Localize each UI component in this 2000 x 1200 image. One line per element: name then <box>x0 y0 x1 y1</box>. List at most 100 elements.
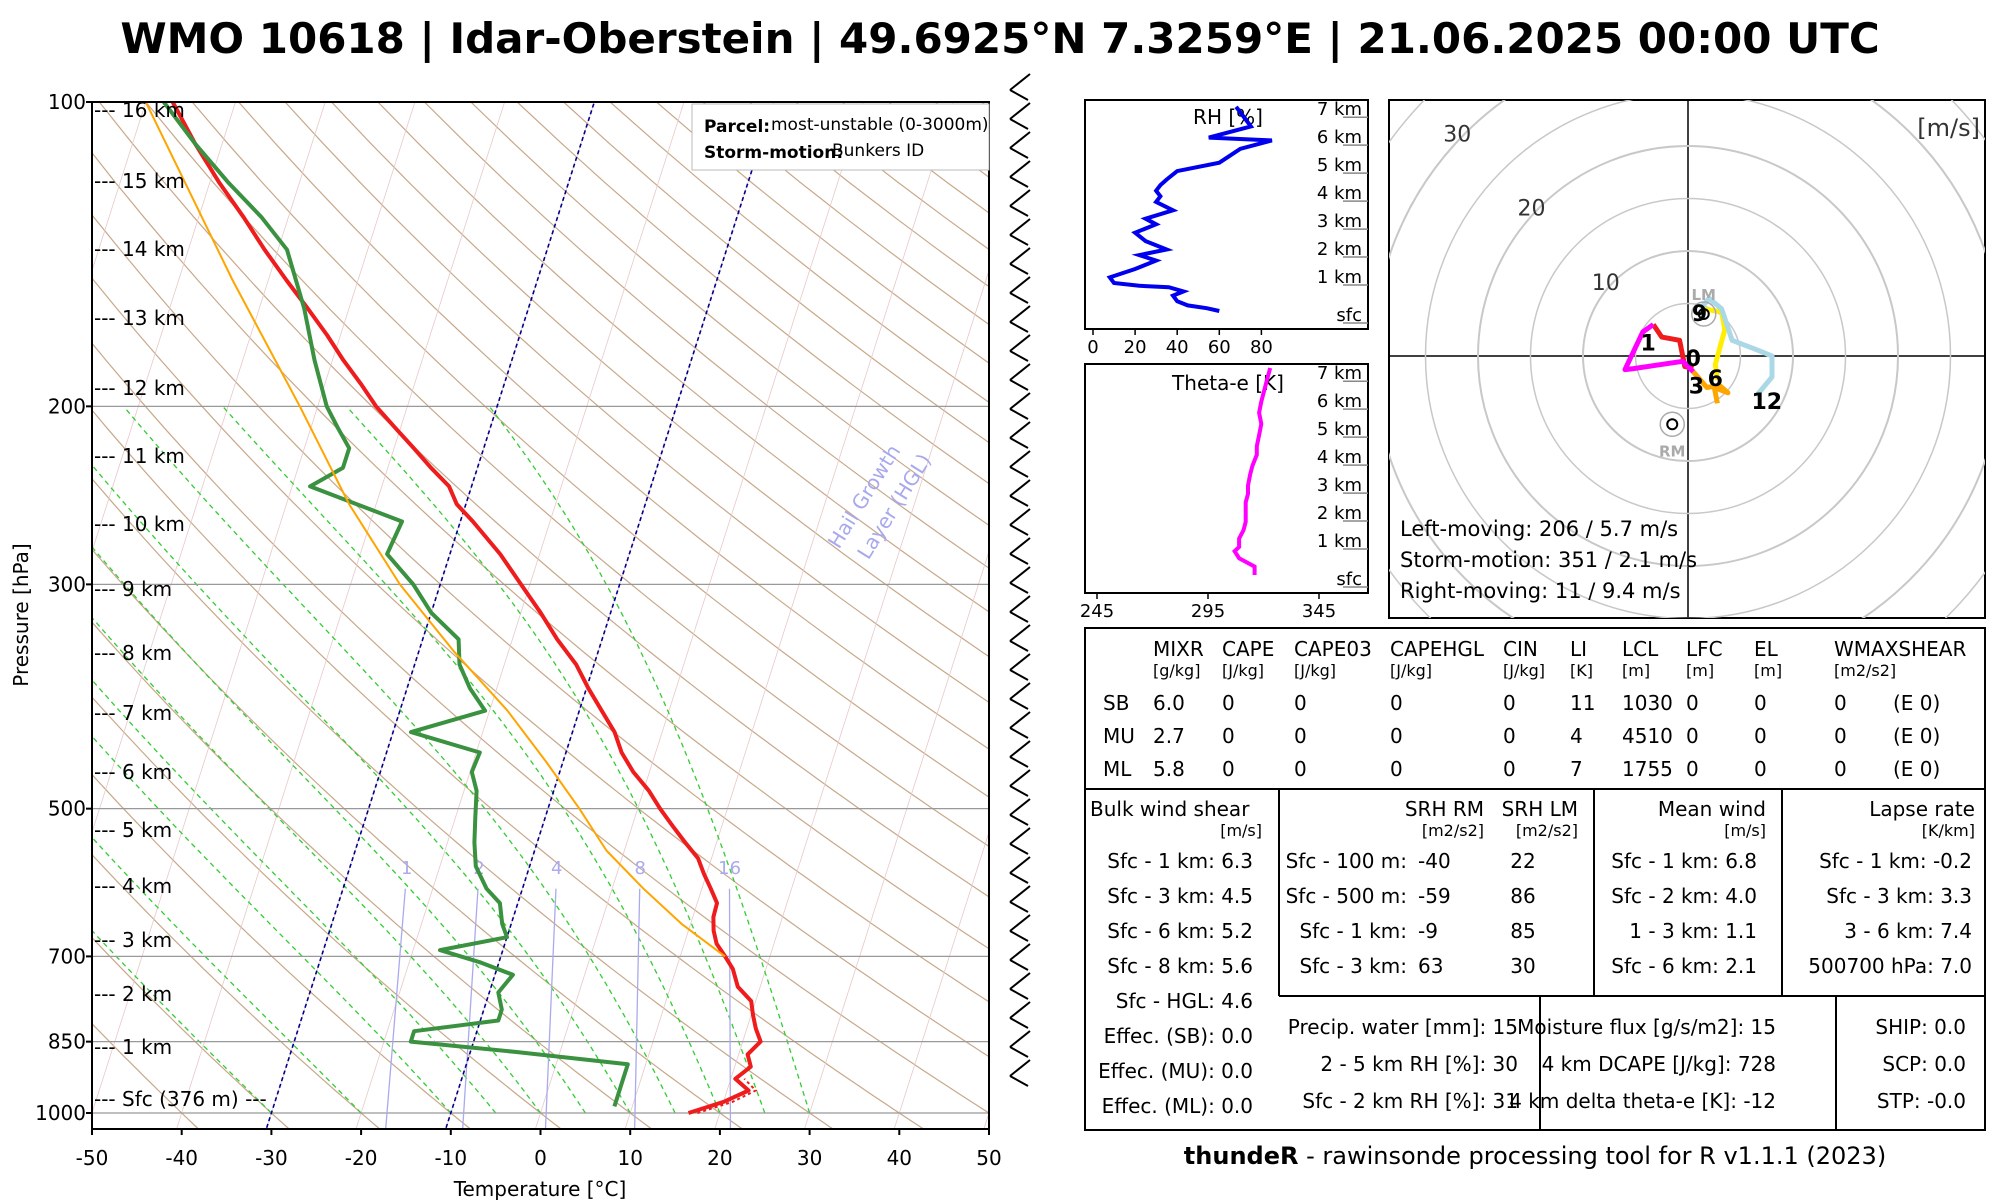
wind-barb-flag <box>1009 1017 1029 1029</box>
temp-tick-label: 0 <box>534 1146 547 1170</box>
temp-tick-label: 20 <box>707 1146 732 1170</box>
footer-brand: thundeR <box>1183 1142 1299 1170</box>
wind-barb-flag <box>1009 321 1029 333</box>
wind-barb <box>1009 856 1031 874</box>
temp-tick-label: -40 <box>165 1146 198 1170</box>
wind-barb-flag <box>1009 524 1029 536</box>
height-label: --- Sfc (376 m) --- <box>94 1087 267 1111</box>
wind-barb <box>1009 972 1031 990</box>
dry-adiabat <box>191 102 989 798</box>
temp-tick-label: -10 <box>434 1146 467 1170</box>
wind-barb-flag <box>1009 205 1029 217</box>
wind-barb <box>1009 363 1031 381</box>
wind-barb <box>1009 392 1031 410</box>
height-label: --- 15 km <box>94 169 185 193</box>
mixing-ratio-line <box>385 888 406 1129</box>
wind-barb-flag <box>1009 234 1029 246</box>
height-label: --- 16 km <box>94 98 185 122</box>
dry-adiabat <box>92 151 989 950</box>
dry-adiabat <box>92 342 989 1114</box>
wind-barb <box>1009 769 1031 787</box>
isotherm <box>92 102 236 553</box>
mixing-ratio-line <box>462 888 479 1129</box>
temp-tick-label: 10 <box>617 1146 642 1170</box>
dry-adiabat <box>92 409 925 1129</box>
wind-barb-flag <box>1009 582 1029 594</box>
dry-adiabat <box>145 102 989 848</box>
height-label: --- 12 km <box>94 376 185 400</box>
legend-storm-key: Storm-motion: <box>704 143 843 163</box>
dry-adiabat <box>92 936 291 1129</box>
wind-barb <box>1009 189 1031 207</box>
pressure-tick-label: 100 <box>48 90 86 114</box>
wind-barb-flag <box>1009 988 1029 1000</box>
dry-adiabat <box>92 548 744 1129</box>
dry-adiabat <box>981 102 989 109</box>
dry-adiabat <box>92 477 835 1129</box>
wind-barb <box>1009 566 1031 584</box>
isotherm <box>624 102 954 1129</box>
dry-adiabat <box>98 102 989 898</box>
wind-barb-flag <box>1009 698 1029 710</box>
moist-adiabat <box>345 405 766 1114</box>
dry-adiabat <box>516 102 989 485</box>
mixing-ratio-label: 1 <box>401 858 412 879</box>
wind-barb <box>1009 73 1031 91</box>
wind-barb <box>1009 595 1031 613</box>
height-label: --- 14 km <box>94 237 185 261</box>
wind-barb <box>1009 798 1031 816</box>
wind-barb <box>1009 247 1031 265</box>
wind-barb-flag <box>1009 872 1029 884</box>
moist-adiabat <box>92 616 542 1114</box>
wind-barb <box>1009 479 1031 497</box>
wind-barb <box>1009 827 1031 845</box>
wind-barb-flag <box>1009 669 1029 681</box>
wind-barb-flag <box>1009 350 1029 362</box>
legend-parcel-key: Parcel: <box>704 117 770 137</box>
wind-barb-flag <box>1009 379 1029 391</box>
wind-barb <box>1009 711 1031 729</box>
mixing-ratio-label: 16 <box>718 858 741 879</box>
dry-adiabat <box>656 102 989 364</box>
mixing-ratio-label: 8 <box>634 858 645 879</box>
height-label: --- 8 km <box>94 641 172 665</box>
wind-barb <box>1009 218 1031 236</box>
wind-barb <box>1009 1001 1031 1019</box>
moist-adiabat <box>488 405 811 1114</box>
legend-storm-val: Bunkers ID <box>832 141 924 161</box>
height-label: --- 13 km <box>94 306 185 330</box>
pressure-tick-label: 300 <box>48 572 86 596</box>
height-label: --- 1 km <box>94 1035 172 1059</box>
dry-adiabat <box>934 102 989 143</box>
parcel-line <box>144 102 726 958</box>
wind-barb <box>1009 682 1031 700</box>
wind-barb <box>1009 885 1031 903</box>
wind-barb <box>1009 740 1031 758</box>
dry-adiabat <box>284 102 989 704</box>
temp-tick-label: -50 <box>76 1146 109 1170</box>
wind-barb-flag <box>1009 263 1029 275</box>
dry-adiabat <box>377 102 989 613</box>
dry-adiabat <box>1074 102 2000 1134</box>
height-label: --- 3 km <box>94 928 172 952</box>
isotherm <box>983 1111 989 1129</box>
dewpoint-line <box>162 102 630 1108</box>
wind-barb-flag <box>1009 495 1029 507</box>
hgl-line <box>265 102 596 1129</box>
wind-barb-flag <box>1009 118 1029 130</box>
moist-adiabat <box>222 405 721 1114</box>
height-label: --- 11 km <box>94 444 185 468</box>
dry-adiabat <box>331 102 989 658</box>
moist-adiabat <box>123 405 676 1114</box>
temp-tick-label: 50 <box>976 1146 1001 1170</box>
wind-barb-flag <box>1009 292 1029 304</box>
mixing-ratio-line <box>728 888 732 1129</box>
wind-barb-flag <box>1009 814 1029 826</box>
moist-adiabat <box>92 546 586 1114</box>
pressure-tick-label: 700 <box>48 944 86 968</box>
wind-barb-flag <box>1009 408 1029 420</box>
wind-barb-flag <box>1009 437 1029 449</box>
wind-barb <box>1009 334 1031 352</box>
wind-barb-flag <box>1009 1075 1029 1087</box>
mixing-ratio-line <box>544 888 557 1129</box>
